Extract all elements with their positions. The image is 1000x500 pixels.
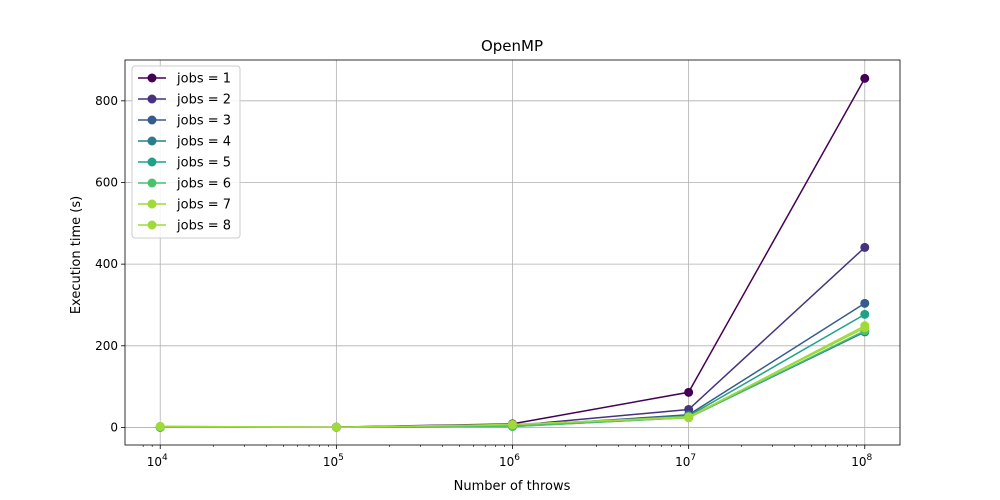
legend-item: jobs = 5 <box>138 156 231 171</box>
x-axis-ticks: 104 105 106 107 108 <box>142 445 873 469</box>
legend-marker <box>147 178 157 188</box>
legend-marker <box>147 157 157 167</box>
legend-item: jobs = 4 <box>138 135 231 150</box>
x-tick-label: 108 <box>851 453 872 469</box>
x-tick-label: 104 <box>147 453 168 469</box>
x-tick-label: 105 <box>323 453 344 469</box>
legend-label: jobs = 1 <box>176 72 231 87</box>
legend-marker <box>147 94 157 104</box>
x-tick-label: 106 <box>499 453 520 469</box>
legend-label: jobs = 7 <box>176 198 231 213</box>
y-tick-label: 200 <box>95 339 118 353</box>
legend-item: jobs = 2 <box>138 93 231 108</box>
data-point <box>684 413 694 423</box>
data-point <box>860 309 870 319</box>
data-point <box>508 419 517 429</box>
legend-label: jobs = 4 <box>176 135 231 150</box>
legend-item: jobs = 8 <box>138 219 231 234</box>
legend-item: jobs = 1 <box>138 72 231 87</box>
x-axis-label: Number of throws <box>454 479 571 494</box>
legend-box <box>131 65 241 239</box>
legend-label: jobs = 3 <box>176 114 231 129</box>
data-point <box>860 242 870 252</box>
series-8 <box>155 321 870 432</box>
legend-label: jobs = 2 <box>176 93 231 108</box>
data-point <box>331 422 341 432</box>
chart-title: OpenMP <box>481 37 543 55</box>
series-layer <box>155 73 870 432</box>
y-axis-label: Execution time (s) <box>69 196 84 314</box>
legend: jobs = 1 jobs = 2 jobs = 3 jobs = 4 jobs = 5… <box>131 65 241 239</box>
y-tick-label: 400 <box>95 257 118 271</box>
data-point <box>860 73 870 83</box>
legend-label: jobs = 8 <box>176 219 231 234</box>
legend-label: jobs = 6 <box>176 177 231 192</box>
y-tick-label: 600 <box>95 175 118 189</box>
y-axis-ticks: 0 200 400 600 800 <box>95 94 125 434</box>
legend-marker <box>147 73 157 83</box>
legend-marker <box>147 199 157 209</box>
y-tick-label: 800 <box>95 94 118 108</box>
legend-item: jobs = 6 <box>138 177 231 192</box>
legend-marker <box>147 220 157 230</box>
data-point <box>684 387 694 397</box>
legend-marker <box>147 115 157 125</box>
data-point <box>860 321 870 331</box>
legend-marker <box>147 136 157 146</box>
legend-item: jobs = 3 <box>138 114 231 129</box>
y-tick-label: 0 <box>110 420 118 434</box>
legend-item: jobs = 7 <box>138 198 231 213</box>
x-tick-label: 107 <box>675 453 696 469</box>
data-point <box>860 298 870 308</box>
data-point <box>155 421 165 431</box>
legend-label: jobs = 5 <box>176 156 231 171</box>
